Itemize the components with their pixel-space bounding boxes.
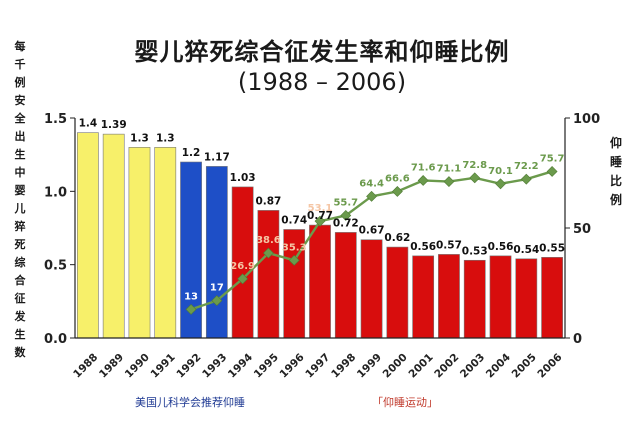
line-point-2005 xyxy=(520,173,532,185)
left-tick-label: 0.5 xyxy=(44,259,67,274)
bar-2004 xyxy=(489,255,512,339)
left-tick-label: 1.5 xyxy=(44,112,67,127)
bar-2001 xyxy=(412,255,435,339)
chart-title: 婴儿猝死综合征发生率和仰睡比例 xyxy=(134,38,510,66)
line-value-label: 71.1 xyxy=(437,164,462,175)
line-value-label: 13 xyxy=(184,291,198,302)
line-value-label: 71.6 xyxy=(411,162,436,173)
bar-2006 xyxy=(541,257,563,339)
x-tick-label: 2001 xyxy=(406,351,435,380)
line-point-2006 xyxy=(546,166,558,177)
line-value-label: 75.7 xyxy=(540,153,565,164)
x-tick-label: 1993 xyxy=(200,351,229,380)
line-value-label: 70.1 xyxy=(488,166,513,177)
bar-1998 xyxy=(334,232,357,339)
left-tick-label: 1.0 xyxy=(44,185,67,200)
bar-2003 xyxy=(463,259,486,339)
line-point-1995 xyxy=(262,247,274,259)
line-point-2002 xyxy=(443,176,455,188)
line-point-2004 xyxy=(495,178,506,190)
bar-value-label: 0.56 xyxy=(488,241,514,253)
line-value-label: 66.6 xyxy=(385,173,410,184)
x-tick-label: 1994 xyxy=(226,351,255,380)
bar-value-label: 0.55 xyxy=(539,242,565,254)
line-point-1994 xyxy=(237,273,249,285)
x-tick-label: 2003 xyxy=(458,351,487,380)
bar-1999 xyxy=(360,239,383,339)
right-tick-label: 50 xyxy=(573,222,591,237)
bar-value-label: 0.67 xyxy=(359,225,385,237)
line-value-label: 35.3 xyxy=(282,242,307,253)
line-value-label: 17 xyxy=(210,283,224,294)
back-to-sleep-campaign-note: 「仰睡运动」 xyxy=(372,396,438,409)
right-axis-label: 仰睡比例 xyxy=(609,136,622,207)
bar-value-label: 0.74 xyxy=(281,214,307,226)
x-tick-label: 2006 xyxy=(535,351,564,380)
bar-value-label: 1.03 xyxy=(230,172,256,184)
bar-value-label: 0.87 xyxy=(255,195,281,207)
right-tick-label: 0 xyxy=(573,332,582,347)
x-tick-label: 2004 xyxy=(484,351,513,380)
line-point-2001 xyxy=(417,175,429,186)
line-value-label: 64.4 xyxy=(359,178,384,189)
bar-value-label: 0.62 xyxy=(384,232,410,244)
line-value-label: 53.1 xyxy=(308,203,333,214)
line-point-1992 xyxy=(185,303,197,315)
bar-value-label: 0.56 xyxy=(410,241,436,253)
x-tick-label: 2002 xyxy=(432,351,461,380)
bar-value-label: 0.57 xyxy=(436,239,462,251)
bar-value-label: 1.17 xyxy=(204,151,230,163)
x-tick-label: 1996 xyxy=(278,351,307,380)
x-tick-label: 1988 xyxy=(71,351,100,380)
line-point-1999 xyxy=(366,190,378,202)
x-tick-label: 1999 xyxy=(355,351,384,380)
bar-2005 xyxy=(515,258,538,339)
bar-1995 xyxy=(257,210,280,339)
x-tick-label: 1992 xyxy=(174,351,203,380)
line-value-label: 72.8 xyxy=(462,160,487,171)
bar-2002 xyxy=(438,254,460,339)
line-value-label: 72.2 xyxy=(514,161,539,172)
line-point-1996 xyxy=(288,254,300,266)
aap-recommendation-note: 美国儿科学会推荐仰睡 xyxy=(135,396,245,409)
line-point-1997 xyxy=(314,215,326,227)
x-tick-label: 2000 xyxy=(381,351,410,380)
x-tick-label: 1991 xyxy=(149,351,178,380)
bar-1988 xyxy=(77,132,99,339)
bar-value-label: 0.54 xyxy=(513,244,539,256)
x-tick-label: 1990 xyxy=(123,351,152,380)
x-tick-label: 1997 xyxy=(303,351,332,380)
x-tick-label: 1998 xyxy=(329,351,358,380)
bar-1997 xyxy=(309,224,331,339)
chart-subtitle: (1988 – 2006) xyxy=(237,68,407,96)
x-tick-label: 1995 xyxy=(252,351,281,380)
line-point-2000 xyxy=(391,186,403,197)
line-point-1993 xyxy=(211,295,223,307)
bar-value-label: 1.3 xyxy=(156,132,175,144)
bar-1991 xyxy=(154,147,177,339)
bar-value-label: 1.3 xyxy=(130,132,149,144)
line-point-1998 xyxy=(340,210,352,221)
bar-value-label: 1.39 xyxy=(101,119,127,131)
line-value-label: 26.9 xyxy=(230,261,255,272)
bar-value-label: 0.53 xyxy=(462,245,488,257)
bar-value-label: 1.4 xyxy=(79,118,98,130)
left-axis-label: 每千例安全出生中婴儿猝死综合征发生数 xyxy=(14,40,26,359)
right-tick-label: 100 xyxy=(573,112,600,127)
left-tick-label: 0.0 xyxy=(44,332,67,347)
line-value-label: 55.7 xyxy=(333,197,358,208)
x-tick-label: 1989 xyxy=(97,351,126,380)
bar-2000 xyxy=(386,246,409,339)
bar-1993 xyxy=(205,166,228,339)
line-value-label: 38.6 xyxy=(256,235,281,246)
bar-1990 xyxy=(128,147,151,339)
line-point-2003 xyxy=(469,172,481,184)
bar-value-label: 1.2 xyxy=(182,147,201,159)
bar-value-label: 0.77 xyxy=(307,210,333,222)
x-tick-label: 2005 xyxy=(510,351,539,380)
bar-1989 xyxy=(102,133,125,339)
bar-value-label: 0.72 xyxy=(333,217,359,229)
